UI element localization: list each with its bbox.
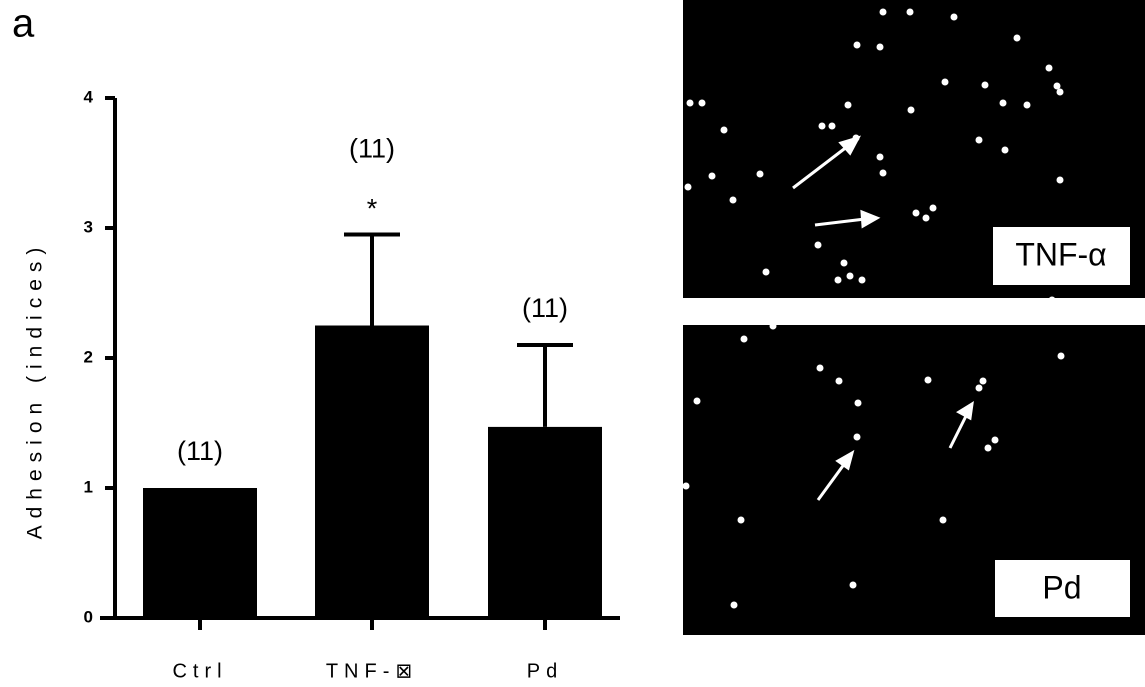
cell	[847, 273, 854, 280]
cell	[757, 171, 764, 178]
cell	[859, 277, 866, 284]
cell	[721, 127, 728, 134]
cell	[741, 336, 748, 343]
bar	[143, 488, 257, 618]
cell	[877, 154, 884, 161]
bar	[315, 326, 429, 619]
cell	[836, 378, 843, 385]
bar	[488, 427, 602, 618]
cell	[925, 377, 932, 384]
cell	[699, 100, 706, 107]
x-tick-label: Ctrl	[172, 660, 227, 682]
cell	[1002, 147, 1009, 154]
cell	[913, 210, 920, 217]
cell	[819, 123, 826, 130]
cell	[923, 215, 930, 222]
cell	[854, 434, 861, 441]
cell	[738, 517, 745, 524]
cell	[976, 385, 983, 392]
y-tick-label: 0	[84, 607, 93, 626]
cell	[1058, 353, 1065, 360]
cell	[976, 137, 983, 144]
cell	[992, 437, 999, 444]
y-tick-label: 4	[84, 87, 94, 106]
y-tick-label: 2	[84, 347, 93, 366]
cell	[709, 173, 716, 180]
plot: 0 1 2 3 4 Ctrl (11) TNF-⊠ * (11) Pd (11)	[84, 87, 620, 682]
cell	[980, 378, 987, 385]
cell	[908, 107, 915, 114]
cell	[940, 517, 947, 524]
cell	[854, 42, 861, 49]
cell	[1046, 65, 1053, 72]
cell	[687, 100, 694, 107]
figure: a Adhesion (indices) 0 1 2 3 4 Ctrl (11) TNF-⊠ *…	[0, 0, 1145, 687]
cell	[1054, 83, 1061, 90]
cell	[841, 260, 848, 267]
cell	[907, 9, 914, 16]
x-tick-label: TNF-⊠	[326, 660, 418, 682]
cell	[683, 483, 690, 490]
cell	[763, 269, 770, 276]
panel-letter: a	[12, 2, 35, 46]
cell	[985, 445, 992, 452]
cell	[829, 123, 836, 130]
cell	[942, 79, 949, 86]
cell	[880, 170, 887, 177]
cell	[1057, 177, 1064, 184]
cell	[982, 82, 989, 89]
image-label: Pd	[1042, 569, 1081, 605]
y-tick-label: 1	[84, 477, 93, 496]
cell	[730, 197, 737, 204]
n-label: (11)	[522, 293, 568, 323]
cell	[685, 184, 692, 191]
cell	[817, 365, 824, 372]
cell	[845, 102, 852, 109]
y-tick-label: 3	[84, 217, 93, 236]
cell	[877, 44, 884, 51]
cell	[1000, 100, 1007, 107]
cell	[1057, 89, 1064, 96]
significance: *	[367, 194, 378, 224]
cell	[880, 9, 887, 16]
cell	[930, 205, 937, 212]
cell	[731, 602, 738, 609]
n-label: (11)	[177, 436, 223, 466]
cell	[1024, 102, 1031, 109]
cell	[815, 242, 822, 249]
cell	[951, 14, 958, 21]
cell	[694, 398, 701, 405]
y-axis-label: Adhesion (indices)	[24, 241, 47, 540]
cell	[835, 277, 842, 284]
x-tick-label: Pd	[527, 660, 563, 682]
cell	[770, 323, 777, 330]
cell	[1014, 35, 1021, 42]
cell	[1049, 297, 1056, 304]
n-label: (11)	[349, 134, 395, 164]
cell	[855, 400, 862, 407]
image-label: TNF-α	[1015, 236, 1106, 272]
cell	[850, 582, 857, 589]
